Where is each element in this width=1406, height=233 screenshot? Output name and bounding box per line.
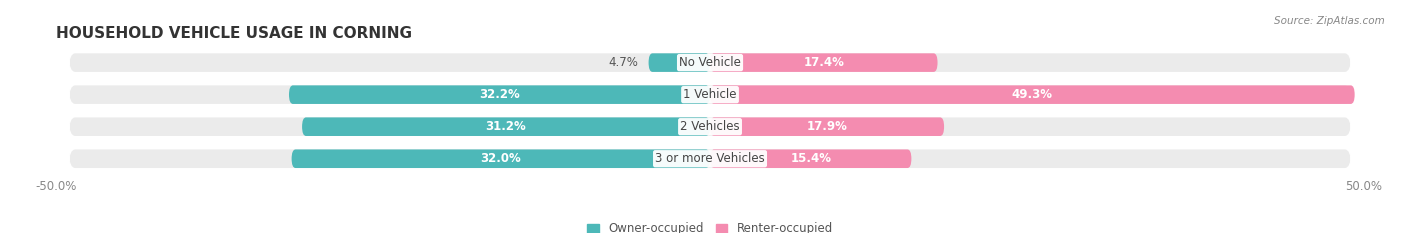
FancyBboxPatch shape	[69, 117, 1351, 136]
FancyBboxPatch shape	[302, 117, 710, 136]
Text: HOUSEHOLD VEHICLE USAGE IN CORNING: HOUSEHOLD VEHICLE USAGE IN CORNING	[56, 26, 412, 41]
Text: 1 Vehicle: 1 Vehicle	[683, 88, 737, 101]
Legend: Owner-occupied, Renter-occupied: Owner-occupied, Renter-occupied	[586, 223, 834, 233]
Text: Source: ZipAtlas.com: Source: ZipAtlas.com	[1274, 16, 1385, 26]
FancyBboxPatch shape	[710, 85, 1354, 104]
FancyBboxPatch shape	[69, 149, 1351, 168]
FancyBboxPatch shape	[710, 149, 911, 168]
FancyBboxPatch shape	[291, 149, 710, 168]
Text: 32.2%: 32.2%	[479, 88, 520, 101]
Text: 15.4%: 15.4%	[790, 152, 831, 165]
Text: 4.7%: 4.7%	[609, 56, 638, 69]
Text: 3 or more Vehicles: 3 or more Vehicles	[655, 152, 765, 165]
Text: 2 Vehicles: 2 Vehicles	[681, 120, 740, 133]
Text: 32.0%: 32.0%	[481, 152, 522, 165]
FancyBboxPatch shape	[69, 85, 1351, 104]
Text: 49.3%: 49.3%	[1012, 88, 1053, 101]
Text: 17.4%: 17.4%	[803, 56, 844, 69]
FancyBboxPatch shape	[648, 53, 710, 72]
Text: 31.2%: 31.2%	[485, 120, 526, 133]
FancyBboxPatch shape	[710, 53, 938, 72]
Text: 17.9%: 17.9%	[807, 120, 848, 133]
FancyBboxPatch shape	[290, 85, 710, 104]
FancyBboxPatch shape	[710, 117, 943, 136]
Text: No Vehicle: No Vehicle	[679, 56, 741, 69]
FancyBboxPatch shape	[69, 53, 1351, 72]
